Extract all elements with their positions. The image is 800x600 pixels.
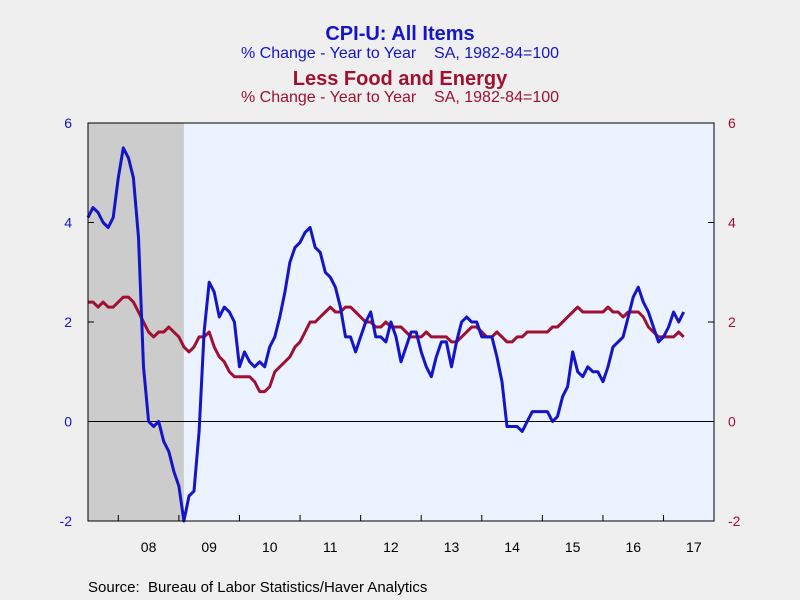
y-right-tick-label: 4: [728, 215, 736, 231]
y-right-tick-label: 0: [728, 414, 736, 430]
x-tick-label: 16: [625, 539, 641, 555]
x-tick-label: 17: [686, 539, 702, 555]
chart-title-2: Less Food and Energy: [293, 68, 508, 90]
chart-subtitle-1: % Change - Year to Year SA, 1982-84=100: [241, 45, 559, 62]
y-right-tick-label: -2: [728, 513, 741, 529]
x-tick-label: 08: [141, 539, 157, 555]
x-tick-label: 12: [383, 539, 399, 555]
y-left-tick-label: -2: [60, 513, 73, 529]
x-tick-label: 09: [201, 539, 217, 555]
series-line-1: [88, 295, 685, 394]
y-right-tick-label: 2: [728, 314, 736, 330]
x-tick-label: 14: [504, 539, 520, 555]
chart-title-1: CPI-U: All Items: [325, 23, 474, 45]
series-line-0: [86, 146, 686, 523]
y-left-tick-label: 6: [64, 115, 72, 131]
recession-shading: [88, 123, 184, 521]
x-tick-label: 13: [444, 539, 460, 555]
y-left-tick-label: 4: [64, 215, 72, 231]
x-tick-label: 11: [323, 539, 338, 555]
x-tick-label: 10: [262, 539, 278, 555]
chart-subtitle-2: % Change - Year to Year SA, 1982-84=100: [241, 89, 559, 106]
y-left-tick-label: 2: [64, 314, 72, 330]
y-left-tick-label: 0: [64, 414, 72, 430]
x-tick-label: 15: [565, 539, 581, 555]
plot-area: [88, 123, 714, 521]
source-note: Source: Bureau of Labor Statistics/Haver…: [88, 579, 427, 596]
y-right-tick-label: 6: [728, 115, 736, 131]
